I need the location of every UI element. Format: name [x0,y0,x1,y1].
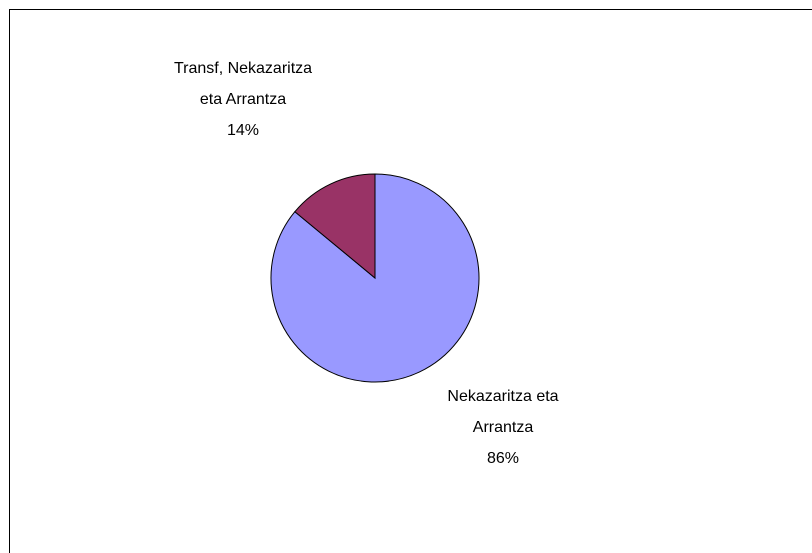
slice-label: Transf, Nekazaritza eta Arrantza 14% [173,53,313,146]
pie-slice [294,173,376,280]
value-label: 14% [226,122,260,139]
category-label: Transf, Nekazaritza eta Arrantza [173,60,313,108]
value-label: 86% [486,450,520,467]
slice-label: Nekazaritza eta Arrantza 86% [433,381,573,474]
category-label: Nekazaritza eta Arrantza [447,388,559,436]
